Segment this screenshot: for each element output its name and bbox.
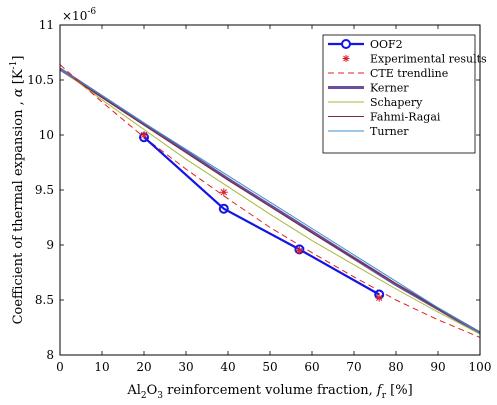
- legend-label: OOF2: [370, 38, 403, 51]
- legend-item-experimental-results: Experimental results: [342, 53, 487, 66]
- x-tick-label: 10: [94, 360, 109, 374]
- x-tick-label: 40: [220, 360, 235, 374]
- series-schapery: [59, 68, 481, 335]
- y-tick-label: 8: [46, 348, 54, 362]
- turner-line: [59, 68, 481, 334]
- y-tick-label: 10: [39, 128, 54, 142]
- schapery-line: [59, 68, 481, 335]
- y-tick-label: 10.5: [27, 73, 54, 87]
- cte-trendline-line: [59, 64, 481, 338]
- legend-label: Fahmi-Ragai: [370, 111, 441, 124]
- legend-box: [322, 34, 476, 154]
- series-fahmi-ragai: [59, 68, 481, 334]
- x-tick-label: 60: [304, 360, 319, 374]
- y-tick-label: 11: [39, 18, 54, 32]
- x-tick-label: 90: [430, 360, 445, 374]
- series-layer: [59, 64, 481, 338]
- y-exponent-label: ×10-6: [62, 7, 96, 23]
- legend-label: Kerner: [370, 82, 409, 95]
- series-turner: [59, 68, 481, 334]
- y-axis-title: Coefficient of thermal expansion , α [K-…: [9, 56, 26, 325]
- fahmi-ragai-line: [59, 68, 481, 334]
- y-tick-label: 9: [46, 238, 54, 252]
- series-kerner: [59, 67, 481, 335]
- y-tick-label: 8.5: [35, 293, 54, 307]
- ticks-layer: 0 10 20 30 40 50 60 70 80 90 100 8 8.5 9 9.5 10 10.5 11: [27, 18, 491, 374]
- series-cte-trendline: [59, 64, 481, 338]
- legend-item-fahmi-ragai: Fahmi-Ragai: [328, 111, 441, 124]
- x-tick-label: 30: [178, 360, 193, 374]
- x-tick-label: 20: [136, 360, 151, 374]
- oof2-line: [143, 136, 380, 296]
- legend-item-kerner: Kerner: [328, 82, 409, 95]
- x-tick-label: 70: [346, 360, 361, 374]
- legend-symbol: [342, 55, 350, 62]
- experimental-point: [140, 131, 148, 139]
- x-tick-label: 0: [56, 360, 64, 374]
- y-tick-label: 9.5: [35, 183, 54, 197]
- kerner-line: [59, 67, 481, 335]
- legend-label: Experimental results: [370, 53, 487, 66]
- experimental-point: [375, 293, 384, 302]
- x-tick-label: 50: [262, 360, 277, 374]
- experimental-point: [295, 246, 304, 255]
- legend-label: Turner: [370, 125, 409, 138]
- legend-item-oof2: OOF2: [328, 38, 403, 51]
- legend-item-schapery: Schapery: [328, 96, 423, 109]
- legend-label: CTE trendline: [370, 67, 448, 80]
- legend-label: Schapery: [370, 96, 423, 109]
- x-tick-label: 100: [469, 360, 492, 374]
- series-experimental-results: [140, 131, 384, 302]
- experimental-point: [219, 188, 228, 197]
- legend-item-turner: Turner: [328, 125, 409, 138]
- legend-item-cte-trendline: CTE trendline: [328, 67, 448, 80]
- x-axis-title: Al2O3 reinforcement volume fraction, fr …: [126, 383, 412, 401]
- oof2-point: [218, 203, 229, 214]
- x-tick-label: 80: [388, 360, 403, 374]
- legend-marker: [341, 39, 351, 49]
